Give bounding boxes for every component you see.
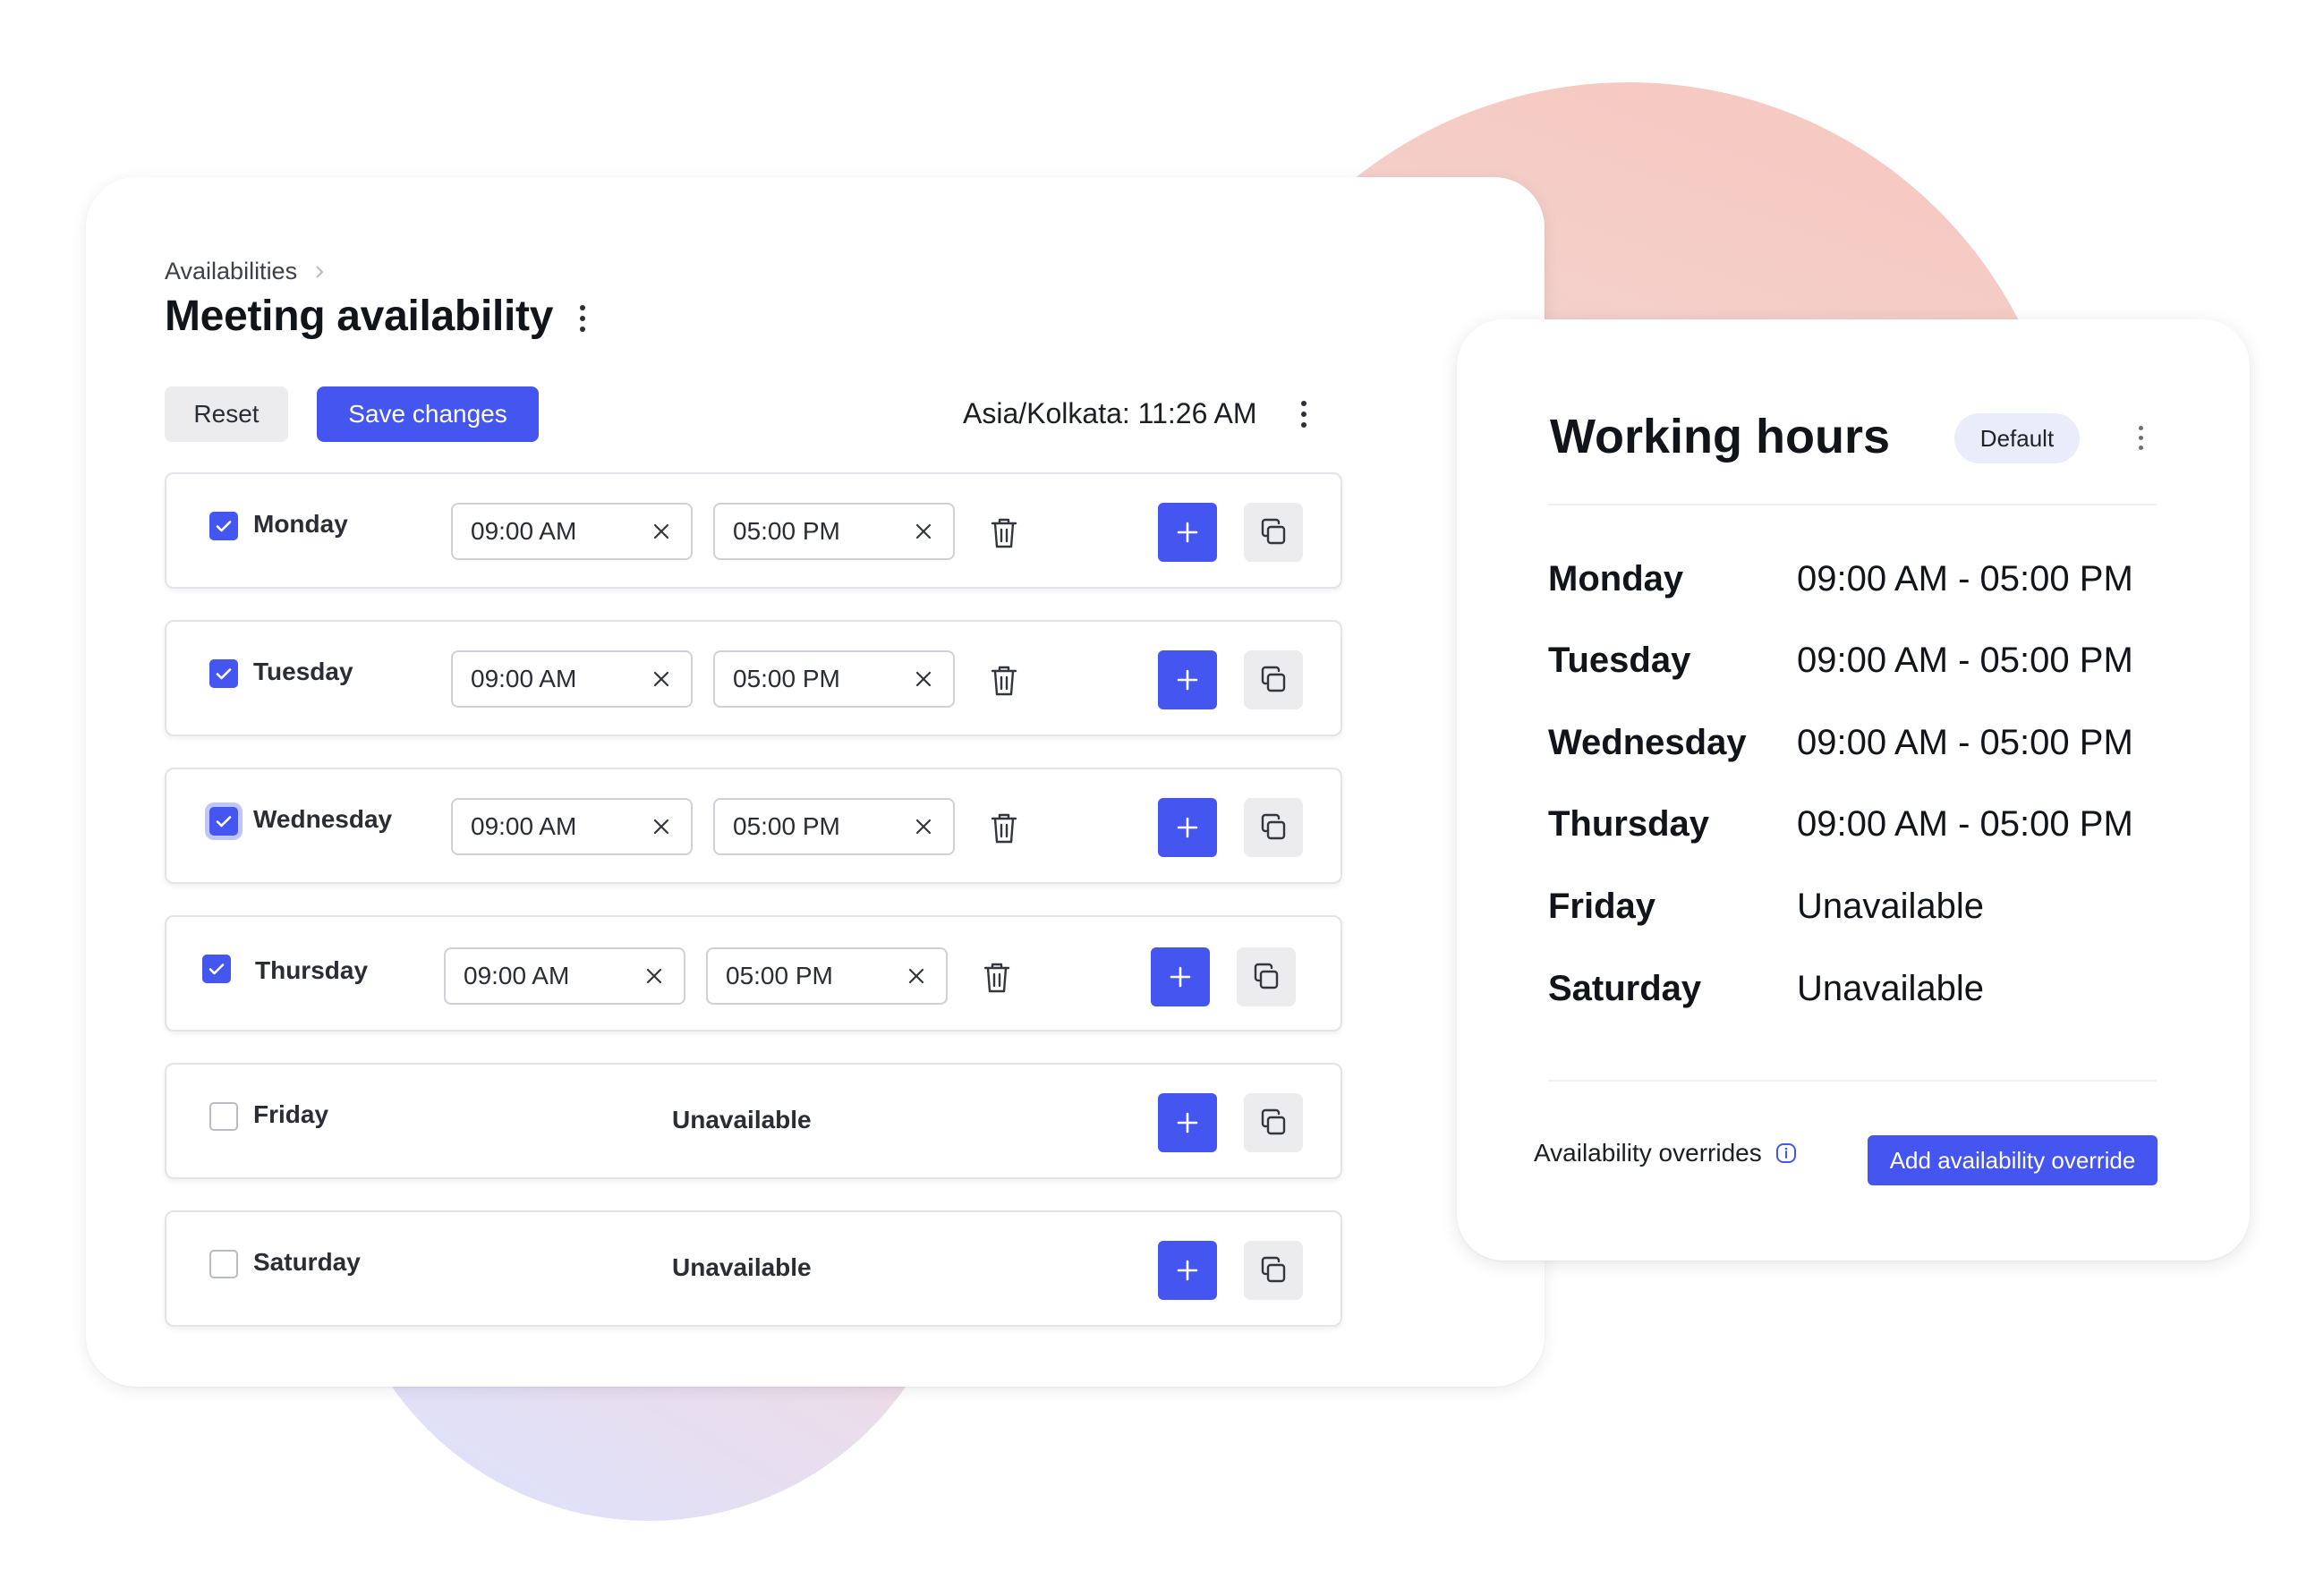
copy-times-button[interactable] bbox=[1237, 947, 1296, 1006]
day-label: Thursday bbox=[255, 956, 369, 984]
copy-times-button[interactable] bbox=[1244, 1241, 1303, 1300]
schedule-hours: 09:00 AM - 05:00 PM bbox=[1797, 641, 2133, 680]
checkbox-tuesday[interactable] bbox=[209, 659, 238, 688]
end-time-input[interactable]: 05:00 PM bbox=[713, 503, 955, 560]
page-title: Meeting availability bbox=[165, 293, 554, 340]
checkmark-icon bbox=[216, 668, 232, 680]
checkbox-monday[interactable] bbox=[209, 512, 238, 540]
day-label: Friday bbox=[253, 1100, 329, 1128]
working-hours-title: Working hours bbox=[1550, 410, 1891, 463]
breadcrumb-availabilities-link[interactable]: Availabilities bbox=[165, 258, 298, 284]
checkbox-saturday[interactable] bbox=[209, 1250, 238, 1278]
plus-icon bbox=[1177, 1260, 1198, 1281]
copy-icon bbox=[1261, 1108, 1286, 1135]
day-row-wednesday: Wednesday 09:00 AM 05:00 PM bbox=[165, 768, 1342, 884]
schedule-day: Wednesday bbox=[1548, 723, 1747, 762]
plus-icon bbox=[1177, 522, 1198, 543]
reset-button[interactable]: Reset bbox=[165, 386, 288, 442]
add-time-slot-button[interactable] bbox=[1158, 1093, 1217, 1152]
checkbox-wednesday[interactable] bbox=[209, 807, 238, 836]
default-badge: Default bbox=[1954, 413, 2080, 463]
day-row-monday: Monday 09:00 AM 05:00 PM bbox=[165, 472, 1342, 589]
unavailable-label: Unavailable bbox=[672, 1253, 812, 1281]
availability-overrides-label: Availability overrides bbox=[1534, 1139, 1798, 1167]
add-availability-override-button[interactable]: Add availability override bbox=[1868, 1135, 2158, 1185]
unavailable-label: Unavailable bbox=[672, 1106, 812, 1133]
schedule-day: Thursday bbox=[1548, 804, 1710, 844]
copy-icon bbox=[1261, 518, 1286, 545]
copy-icon bbox=[1261, 666, 1286, 692]
trash-icon[interactable] bbox=[988, 515, 1020, 551]
add-time-slot-button[interactable] bbox=[1158, 650, 1217, 709]
trash-icon[interactable] bbox=[981, 960, 1013, 996]
add-time-slot-button[interactable] bbox=[1151, 947, 1210, 1006]
day-row-thursday[interactable]: Thursday 09:00 AM 05:00 PM bbox=[165, 915, 1342, 1031]
clear-icon[interactable] bbox=[650, 815, 673, 838]
save-changes-button[interactable]: Save changes bbox=[317, 386, 539, 442]
divider bbox=[1548, 1080, 2157, 1082]
day-row-friday: Friday Unavailable bbox=[165, 1063, 1342, 1179]
schedule-hours: Unavailable bbox=[1797, 887, 1985, 926]
trash-icon[interactable] bbox=[988, 663, 1020, 699]
working-hours-card: Working hours Default Monday 09:00 AM - … bbox=[1457, 319, 2250, 1261]
copy-icon bbox=[1261, 813, 1286, 840]
chevron-right-icon bbox=[316, 265, 324, 278]
info-icon[interactable] bbox=[1775, 1142, 1798, 1165]
clear-icon[interactable] bbox=[912, 667, 935, 691]
add-time-slot-button[interactable] bbox=[1158, 503, 1217, 562]
day-label: Monday bbox=[253, 510, 348, 538]
end-time-input[interactable]: 05:00 PM bbox=[713, 650, 955, 708]
copy-times-button[interactable] bbox=[1244, 503, 1303, 562]
clear-icon[interactable] bbox=[643, 964, 666, 988]
plus-icon bbox=[1177, 1112, 1198, 1133]
checkmark-icon bbox=[209, 964, 225, 975]
clear-icon[interactable] bbox=[650, 520, 673, 543]
copy-icon bbox=[1261, 1256, 1286, 1283]
end-time-input[interactable]: 05:00 PM bbox=[706, 947, 948, 1005]
day-label: Saturday bbox=[253, 1248, 361, 1276]
clear-icon[interactable] bbox=[650, 667, 673, 691]
checkmark-icon bbox=[216, 816, 232, 828]
breadcrumb: Availabilities bbox=[165, 258, 328, 285]
schedule-hours: 09:00 AM - 05:00 PM bbox=[1797, 804, 2133, 844]
title-more-options-icon[interactable] bbox=[569, 301, 596, 336]
working-hours-more-options-icon[interactable] bbox=[2130, 420, 2151, 455]
schedule-hours: 09:00 AM - 05:00 PM bbox=[1797, 723, 2133, 762]
copy-icon bbox=[1254, 963, 1279, 989]
end-time-input[interactable]: 05:00 PM bbox=[713, 798, 955, 855]
schedule-day: Friday bbox=[1548, 887, 1656, 926]
clear-icon[interactable] bbox=[905, 964, 928, 988]
start-time-input[interactable]: 09:00 AM bbox=[451, 798, 693, 855]
timezone-clock: Asia/Kolkata: 11:26 AM bbox=[963, 397, 1257, 429]
add-time-slot-button[interactable] bbox=[1158, 1241, 1217, 1300]
schedule-day: Monday bbox=[1548, 559, 1684, 598]
day-label: Wednesday bbox=[253, 805, 393, 833]
plus-icon bbox=[1170, 966, 1191, 988]
schedule-hours: Unavailable bbox=[1797, 969, 1985, 1008]
add-time-slot-button[interactable] bbox=[1158, 798, 1217, 857]
availability-editor-card: Availabilities Meeting availability Rese… bbox=[86, 177, 1545, 1387]
schedule-hours: 09:00 AM - 05:00 PM bbox=[1797, 559, 2133, 598]
schedule-day: Tuesday bbox=[1548, 641, 1691, 680]
plus-icon bbox=[1177, 669, 1198, 691]
day-row-saturday: Saturday Unavailable bbox=[165, 1210, 1342, 1327]
checkbox-friday[interactable] bbox=[209, 1102, 238, 1131]
copy-times-button[interactable] bbox=[1244, 798, 1303, 857]
checkmark-icon bbox=[216, 521, 232, 532]
timezone-more-options-icon[interactable] bbox=[1290, 395, 1317, 433]
clear-icon[interactable] bbox=[912, 815, 935, 838]
trash-icon[interactable] bbox=[988, 811, 1020, 846]
day-label: Tuesday bbox=[253, 658, 353, 685]
schedule-day: Saturday bbox=[1548, 969, 1702, 1008]
checkbox-thursday[interactable] bbox=[202, 955, 231, 983]
copy-times-button[interactable] bbox=[1244, 1093, 1303, 1152]
start-time-input[interactable]: 09:00 AM bbox=[444, 947, 685, 1005]
clear-icon[interactable] bbox=[912, 520, 935, 543]
start-time-input[interactable]: 09:00 AM bbox=[451, 650, 693, 708]
copy-times-button[interactable] bbox=[1244, 650, 1303, 709]
divider bbox=[1548, 504, 2157, 505]
day-row-tuesday: Tuesday 09:00 AM 05:00 PM bbox=[165, 620, 1342, 736]
plus-icon bbox=[1177, 817, 1198, 838]
start-time-input[interactable]: 09:00 AM bbox=[451, 503, 693, 560]
